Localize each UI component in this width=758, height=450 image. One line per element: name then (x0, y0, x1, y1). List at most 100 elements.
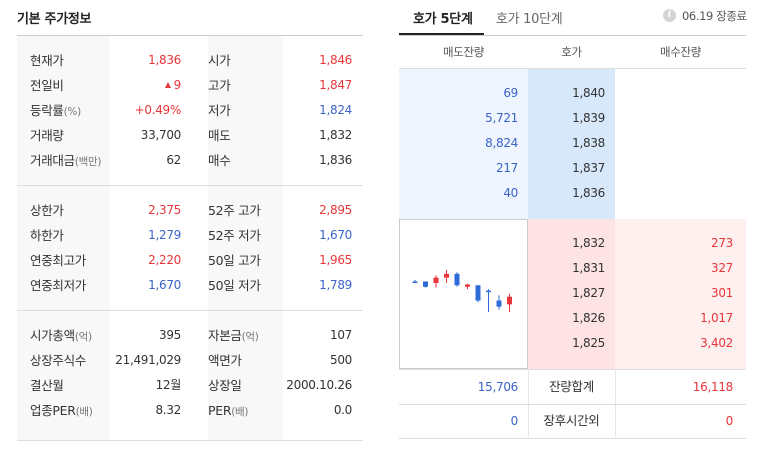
info-label: 전일비 (30, 78, 64, 93)
info-label: 저가 (208, 103, 231, 118)
after-hours-ask-qty: 0 (510, 414, 519, 428)
bid-price[interactable]: 1,832 (572, 236, 605, 250)
info-value: 1,846 (319, 53, 352, 67)
info-label: 52주 고가 (208, 203, 261, 218)
company-info-block: 시가총액(억) 395 자본금(억) 107 상장주식수 21,491,029 액면가 500… (17, 311, 363, 441)
basic-stock-info-panel: 기본 주가정보 현재가 1,836 시가 1,846 전일비 9 고가 1,847 등락률(%)… (17, 0, 363, 450)
info-label: PER(배) (208, 403, 249, 418)
info-label: 업종PER(배) (30, 403, 93, 418)
info-label: 거래량 (30, 128, 64, 143)
candle-body (475, 285, 481, 301)
info-value: 2000.10.26 (286, 378, 352, 392)
up-arrow-icon (164, 82, 171, 88)
price-info-block: 현재가 1,836 시가 1,846 전일비 9 고가 1,847 등락률(%) +0.49% 저가… (17, 36, 363, 186)
candle-body (486, 290, 491, 293)
bid-qty: 327 (710, 261, 733, 275)
tab-divider (399, 35, 746, 36)
info-value: 395 (158, 328, 181, 342)
candle-body (444, 273, 449, 278)
bid-price[interactable]: 1,831 (572, 261, 605, 275)
info-value: 1,279 (148, 228, 181, 242)
info-value: 21,491,029 (115, 353, 181, 367)
info-label: 액면가 (208, 353, 242, 368)
info-value: 62 (166, 153, 181, 167)
info-label: 자본금(억) (208, 328, 259, 343)
ask-price[interactable]: 1,838 (572, 136, 605, 150)
info-value: 1,836 (319, 153, 352, 167)
range-info-block: 상한가 2,375 52주 고가 2,895 하한가 1,279 52주 저가 1,670 연중… (17, 186, 363, 311)
market-status: 06.19 장종료 (682, 9, 747, 23)
info-row: 시가총액(억) 395 자본금(억) 107 (17, 323, 363, 348)
bid-qty: 3,402 (700, 336, 733, 350)
info-label: 연중최고가 (30, 253, 87, 268)
candle-body (412, 281, 418, 283)
bid-area (615, 219, 746, 369)
info-value: 107 (329, 328, 352, 342)
candle-body (507, 296, 512, 305)
info-value: 500 (329, 353, 352, 367)
header-price: 호가 (561, 45, 582, 59)
info-value: 12월 (155, 378, 182, 392)
info-row: 연중최저가 1,670 50일 저가 1,789 (17, 273, 363, 298)
info-label: 연중최저가 (30, 278, 87, 293)
info-row: 상한가 2,375 52주 고가 2,895 (17, 198, 363, 223)
candle-body (433, 277, 439, 283)
candle-chart-svg (412, 270, 512, 312)
tab-10-levels[interactable]: 호가 10단계 (496, 12, 563, 27)
bid-price-area (528, 219, 615, 369)
bid-price[interactable]: 1,827 (572, 286, 605, 300)
after-hours-label: 장후시간외 (543, 413, 600, 428)
info-value: 2,375 (148, 203, 181, 217)
bid-price[interactable]: 1,826 (572, 311, 605, 325)
info-row: 거래량 33,700 매도 1,832 (17, 123, 363, 148)
info-value: 2,220 (148, 253, 181, 267)
info-label: 50일 저가 (208, 278, 261, 293)
ask-price[interactable]: 1,836 (572, 186, 605, 200)
ask-price[interactable]: 1,839 (572, 111, 605, 125)
total-bid-qty: 16,118 (692, 380, 734, 394)
info-label: 상장일 (208, 378, 242, 393)
ask-qty: 5,721 (485, 111, 518, 125)
info-value: +0.49% (134, 103, 182, 117)
candle-body (423, 281, 428, 287)
header-ask-qty: 매도잔량 (442, 45, 485, 59)
info-row: 상장주식수 21,491,029 액면가 500 (17, 348, 363, 373)
bid-qty: 1,017 (700, 311, 733, 325)
info-row: 하한가 1,279 52주 저가 1,670 (17, 223, 363, 248)
info-label: 매수 (208, 153, 231, 168)
info-value: 8.32 (155, 403, 181, 417)
info-label: 상장주식수 (30, 353, 87, 368)
info-row: 결산월 12월 상장일 2000.10.26 (17, 373, 363, 398)
info-label: 현재가 (30, 53, 64, 68)
info-label: 시가 (208, 53, 231, 68)
title-divider (17, 35, 363, 36)
info-label: 거래대금(백만) (30, 153, 102, 168)
candle-body (496, 300, 502, 307)
ask-price[interactable]: 1,837 (572, 161, 605, 175)
info-value: 2,895 (319, 203, 352, 217)
after-hours-bid-qty: 0 (725, 414, 734, 428)
info-label: 매도 (208, 128, 231, 143)
info-value: 1,965 (319, 253, 352, 267)
info-icon[interactable]: i (663, 9, 676, 22)
info-label: 등락률(%) (30, 103, 81, 118)
info-label: 상한가 (30, 203, 64, 218)
tab-5-levels[interactable]: 호가 5단계 (413, 12, 473, 27)
bid-qty: 273 (710, 236, 733, 250)
candle-body (454, 273, 460, 286)
info-label: 결산월 (30, 378, 64, 393)
ask-qty: 217 (495, 161, 518, 175)
ask-qty: 8,824 (485, 136, 518, 150)
info-label: 고가 (208, 78, 231, 93)
info-value: 1,670 (148, 278, 181, 292)
ask-price[interactable]: 1,840 (572, 86, 605, 100)
active-tab-indicator (399, 33, 484, 35)
info-label: 시가총액(억) (30, 328, 92, 343)
info-value: 1,670 (319, 228, 352, 242)
ask-qty: 40 (503, 186, 518, 200)
bid-price[interactable]: 1,825 (572, 336, 605, 350)
candle-body (465, 284, 470, 287)
orderbook-panel: 호가 5단계 호가 10단계 i 06.19 장종료 매도잔량 호가 매수잔량 … (399, 0, 747, 450)
info-value: 9 (164, 73, 181, 98)
bid-qty: 301 (710, 286, 733, 300)
